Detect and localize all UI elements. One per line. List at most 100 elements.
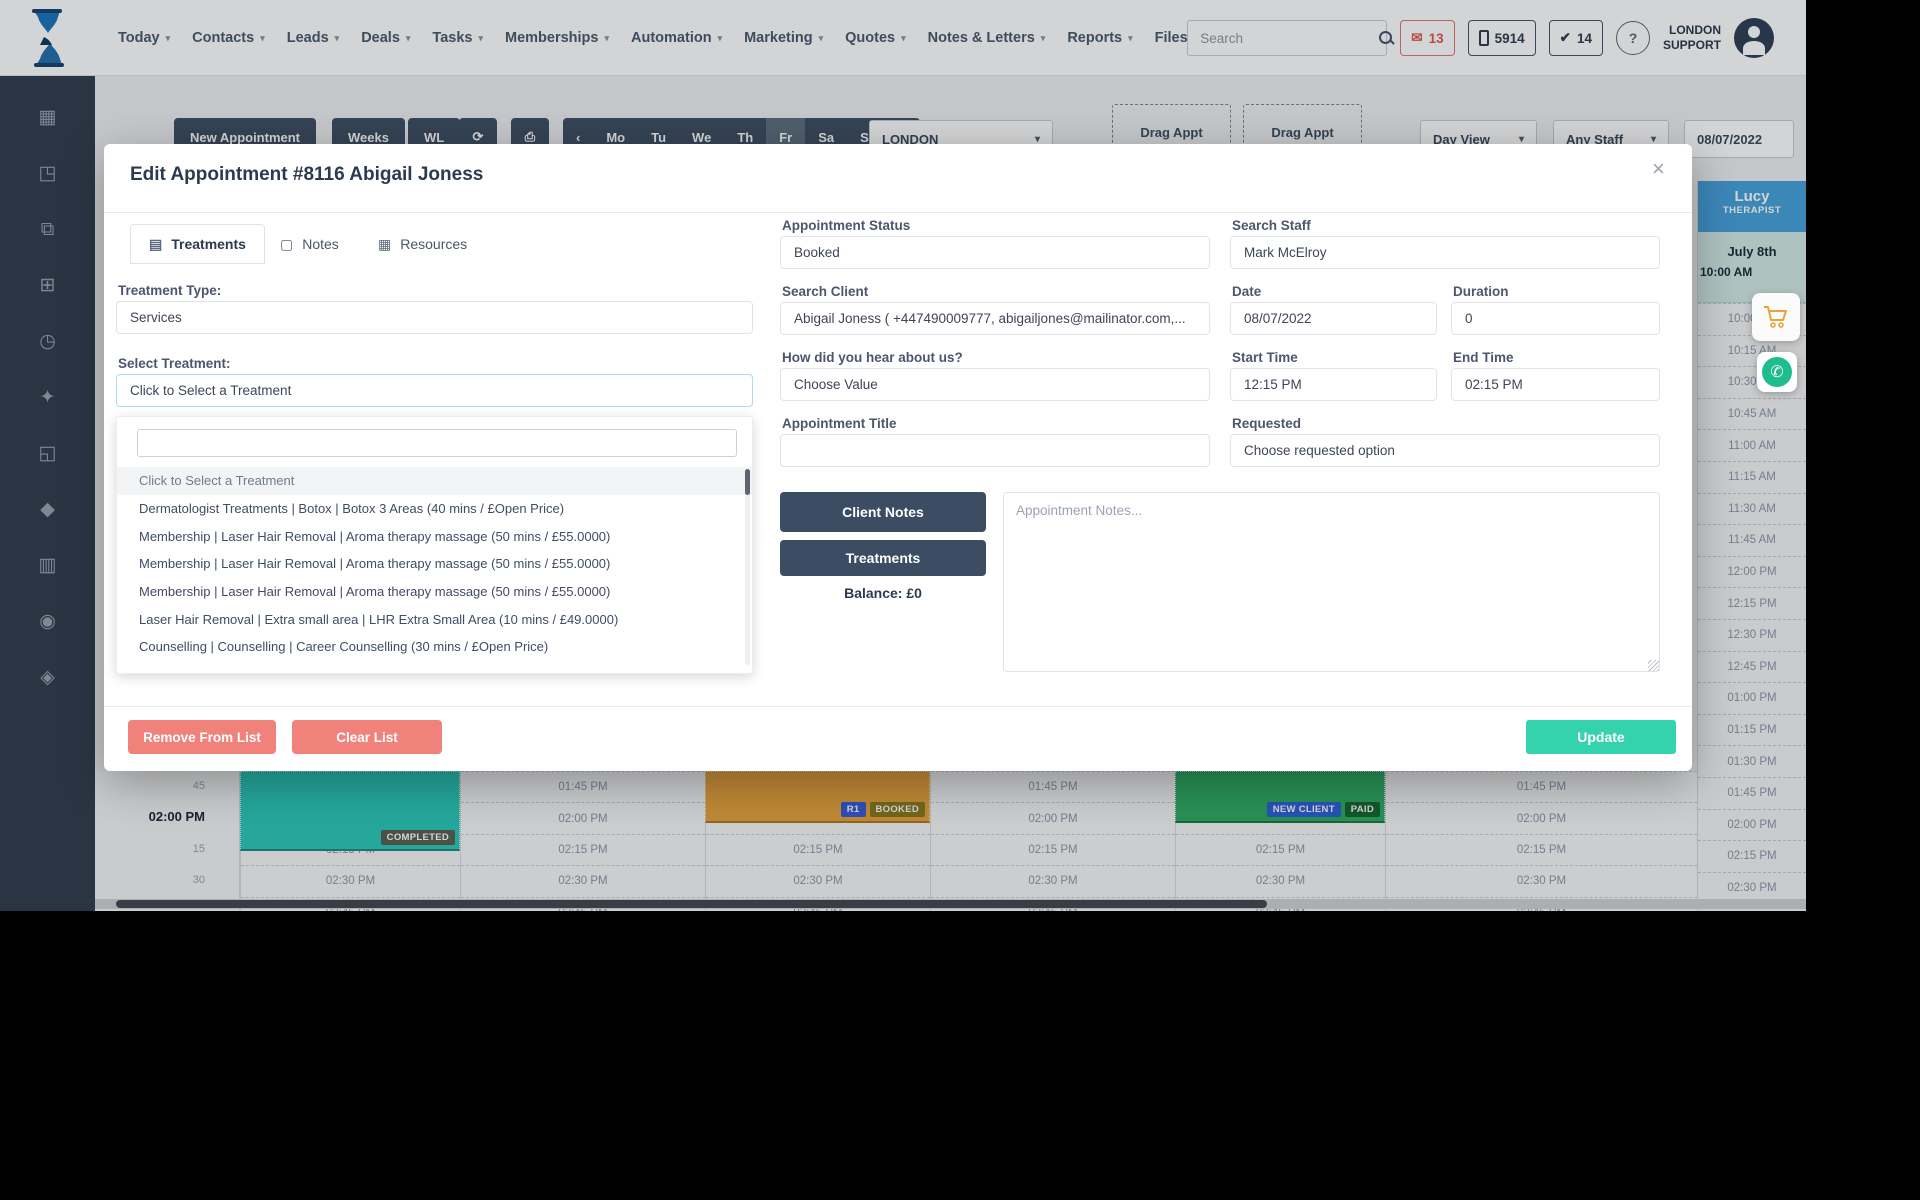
nav-item[interactable]: Tasks ▾ bbox=[432, 30, 483, 46]
tasks-badge[interactable]: ✔ 14 bbox=[1548, 20, 1603, 56]
end-time-input[interactable] bbox=[1451, 368, 1660, 401]
phone-badge[interactable]: 5914 bbox=[1467, 20, 1536, 56]
client-notes-button[interactable]: Client Notes bbox=[780, 492, 986, 532]
time-slot[interactable]: 02:15 PM bbox=[1386, 833, 1697, 865]
nav-item[interactable]: Today ▾ bbox=[118, 30, 170, 46]
tab-notes[interactable]: ▢ Notes bbox=[262, 224, 357, 264]
treatment-option[interactable]: Counselling | Counselling | Career Couns… bbox=[139, 639, 549, 655]
clear-list-button[interactable]: Clear List bbox=[292, 720, 442, 754]
tab-treatments[interactable]: ▤ Treatments bbox=[130, 224, 265, 264]
search-client-input[interactable] bbox=[780, 302, 1210, 335]
time-slot[interactable]: 02:15 PM bbox=[931, 833, 1175, 865]
nav-item[interactable]: Leads ▾ bbox=[287, 30, 339, 46]
avatar[interactable] bbox=[1734, 18, 1774, 58]
time-slot[interactable]: 02:15 PM bbox=[1176, 833, 1385, 865]
brand-logo-icon[interactable] bbox=[24, 7, 72, 69]
time-slot[interactable]: 02:30 PM bbox=[461, 865, 705, 896]
time-slot[interactable]: 01:15 PM bbox=[1698, 713, 1806, 746]
time-slot[interactable]: 02:30 PM bbox=[931, 865, 1175, 896]
search-input[interactable] bbox=[1198, 29, 1380, 47]
time-slot[interactable]: 01:45 PM bbox=[931, 771, 1175, 802]
time-slot[interactable]: 02:30 PM bbox=[1698, 871, 1806, 904]
time-slot[interactable]: 12:30 PM bbox=[1698, 618, 1806, 651]
mail-badge[interactable]: ✉ 13 bbox=[1400, 20, 1455, 56]
nav-item[interactable]: Quotes ▾ bbox=[845, 30, 905, 46]
calendar-icon[interactable]: ▦ bbox=[38, 107, 57, 128]
nav-item[interactable]: Notes & Letters ▾ bbox=[928, 30, 1046, 46]
start-time-input[interactable] bbox=[1230, 368, 1437, 401]
horizontal-scrollbar-thumb[interactable] bbox=[116, 900, 1267, 908]
treatment-option[interactable]: Membership | Laser Hair Removal | Aroma … bbox=[139, 556, 611, 572]
day-tu[interactable]: Tu bbox=[651, 129, 667, 145]
update-button[interactable]: Update bbox=[1526, 720, 1676, 754]
time-slot[interactable]: 02:30 PM bbox=[241, 865, 460, 896]
duration-input[interactable] bbox=[1451, 302, 1660, 335]
dropdown-scrollbar-track[interactable] bbox=[745, 469, 750, 665]
treatment-option[interactable]: Membership | Laser Hair Removal | Aroma … bbox=[139, 528, 611, 544]
appointment-status-select[interactable] bbox=[780, 236, 1210, 269]
nav-item[interactable]: Automation ▾ bbox=[631, 30, 722, 46]
appointment-notes-textarea[interactable] bbox=[1003, 492, 1660, 672]
prev-week-arrow[interactable]: ‹ bbox=[576, 129, 581, 145]
lock-icon[interactable]: ◈ bbox=[40, 667, 55, 688]
nav-item[interactable]: Contacts ▾ bbox=[192, 30, 265, 46]
time-slot[interactable]: 02:15 PM bbox=[706, 833, 930, 865]
cart-floating-button[interactable] bbox=[1752, 293, 1800, 341]
date-input[interactable] bbox=[1230, 302, 1437, 335]
nav-item[interactable]: Reports ▾ bbox=[1067, 30, 1132, 46]
treatment-option[interactable]: Laser Hair Removal | Extra small area | … bbox=[139, 611, 619, 627]
grid-icon[interactable]: ⊞ bbox=[39, 275, 56, 296]
time-slot[interactable]: 01:30 PM bbox=[1698, 745, 1806, 777]
horizontal-scrollbar-track[interactable] bbox=[95, 899, 1806, 909]
time-slot[interactable]: 12:45 PM bbox=[1698, 650, 1806, 683]
hear-about-us-select[interactable] bbox=[780, 368, 1210, 401]
help-button[interactable]: ? bbox=[1615, 21, 1650, 55]
treatment-option[interactable]: Membership | Laser Hair Removal | Aroma … bbox=[139, 584, 611, 600]
time-slot[interactable]: 02:00 PM bbox=[931, 802, 1175, 833]
package-icon[interactable]: ◳ bbox=[38, 163, 57, 184]
tag-icon[interactable]: ◆ bbox=[40, 499, 55, 520]
time-slot[interactable]: 02:00 PM bbox=[1698, 808, 1806, 841]
time-slot[interactable]: 11:15 AM bbox=[1698, 460, 1806, 493]
appointment-block-completed[interactable]: COMPLETED bbox=[240, 771, 460, 851]
time-slot[interactable]: 02:30 PM bbox=[1176, 865, 1385, 896]
remove-from-list-button[interactable]: Remove From List bbox=[128, 720, 276, 754]
time-slot[interactable]: 02:00 PM bbox=[1386, 802, 1697, 833]
treatment-option[interactable]: Dermatologist Treatments | Botox | Botox… bbox=[139, 501, 565, 517]
gift-icon[interactable]: ✦ bbox=[39, 387, 56, 408]
time-slot[interactable]: 02:15 PM bbox=[461, 833, 705, 865]
nav-item[interactable]: Deals ▾ bbox=[361, 30, 410, 46]
treatments-button[interactable]: Treatments bbox=[780, 540, 986, 576]
chart-icon[interactable]: ▥ bbox=[38, 555, 57, 576]
treatment-option[interactable]: Click to Select a Treatment bbox=[117, 467, 752, 495]
time-slot[interactable]: 12:15 PM bbox=[1698, 587, 1806, 619]
time-slot[interactable]: 11:45 AM bbox=[1698, 524, 1806, 556]
nav-item[interactable]: Files bbox=[1155, 30, 1188, 46]
history-icon[interactable]: ◷ bbox=[39, 331, 56, 352]
resize-grip-icon[interactable] bbox=[1648, 660, 1659, 671]
calendar-date-input[interactable]: 08/07/2022 bbox=[1684, 120, 1794, 158]
day-th[interactable]: Th bbox=[737, 129, 754, 145]
time-slot[interactable]: 02:30 PM bbox=[1386, 865, 1697, 896]
shopping-bag-icon[interactable]: ◱ bbox=[38, 443, 57, 464]
staff-column-header[interactable]: Lucy THERAPIST bbox=[1698, 181, 1806, 232]
time-slot[interactable]: 02:00 PM bbox=[461, 802, 705, 833]
dropdown-scrollbar-thumb[interactable] bbox=[745, 469, 750, 495]
time-slot[interactable]: 02:15 PM bbox=[1698, 840, 1806, 872]
copy-icon[interactable]: ⧉ bbox=[40, 219, 55, 240]
time-slot[interactable]: 01:45 PM bbox=[461, 771, 705, 802]
time-slot[interactable]: 01:00 PM bbox=[1698, 682, 1806, 714]
appointment-block-booked[interactable]: R1 BOOKED bbox=[705, 771, 930, 823]
appointment-title-input[interactable] bbox=[780, 434, 1210, 467]
time-slot[interactable]: 12:00 PM bbox=[1698, 555, 1806, 588]
day-we[interactable]: We bbox=[692, 129, 712, 145]
requested-select[interactable] bbox=[1230, 434, 1660, 467]
time-slot[interactable]: 02:30 PM bbox=[706, 865, 930, 896]
time-slot[interactable]: 11:00 AM bbox=[1698, 429, 1806, 461]
time-slot[interactable]: 11:30 AM bbox=[1698, 492, 1806, 525]
close-icon[interactable]: × bbox=[1652, 156, 1665, 181]
nav-item[interactable]: Marketing ▾ bbox=[744, 30, 823, 46]
select-treatment-select[interactable] bbox=[116, 374, 753, 407]
day-mo[interactable]: Mo bbox=[606, 129, 626, 145]
search-staff-input[interactable] bbox=[1230, 236, 1660, 269]
